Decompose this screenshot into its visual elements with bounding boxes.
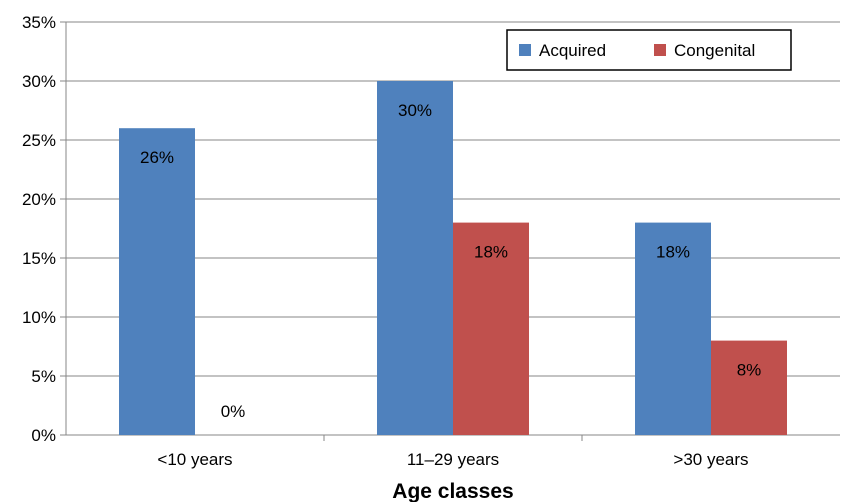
data-label-acquired: 30% [398, 101, 432, 120]
tick-labels: 0% 5% 10% 15% 20% 25% 30% 35% <10 years 11–29 yea… [22, 13, 749, 469]
bar-congenital [453, 222, 529, 435]
bar-acquired [119, 128, 195, 435]
bar-acquired [377, 81, 453, 435]
y-tick-label: 10% [22, 308, 56, 327]
y-tick-label: 30% [22, 72, 56, 91]
legend-swatch-congenital [654, 44, 666, 56]
data-labels: 26% 0% 30% 18% 18% 8% [140, 101, 761, 421]
y-tick-label: 20% [22, 190, 56, 209]
data-label-acquired: 26% [140, 148, 174, 167]
x-tick-label: 11–29 years [407, 450, 499, 469]
legend-box [506, 29, 792, 71]
legend-swatch-acquired [519, 44, 531, 56]
legend-label-congenital: Congenital [674, 41, 755, 60]
y-tick-label: 0% [31, 426, 56, 445]
y-tick-label: 5% [31, 367, 56, 386]
x-tick-label: <10 years [157, 450, 232, 469]
data-label-congenital: 18% [474, 243, 508, 262]
data-label-congenital: 8% [737, 361, 762, 380]
legend: Acquired Congenital [506, 29, 792, 71]
x-tick-label: >30 years [673, 450, 748, 469]
bar-congenital [711, 340, 787, 435]
bar-acquired [635, 222, 711, 435]
x-axis-title: Age classes [392, 480, 513, 502]
bars [119, 81, 787, 435]
y-tick-label: 35% [22, 13, 56, 32]
y-tick-label: 25% [22, 131, 56, 150]
data-label-acquired: 18% [656, 243, 690, 262]
legend-label-acquired: Acquired [539, 41, 606, 60]
data-label-congenital: 0% [221, 402, 246, 421]
y-tick-label: 15% [22, 249, 56, 268]
